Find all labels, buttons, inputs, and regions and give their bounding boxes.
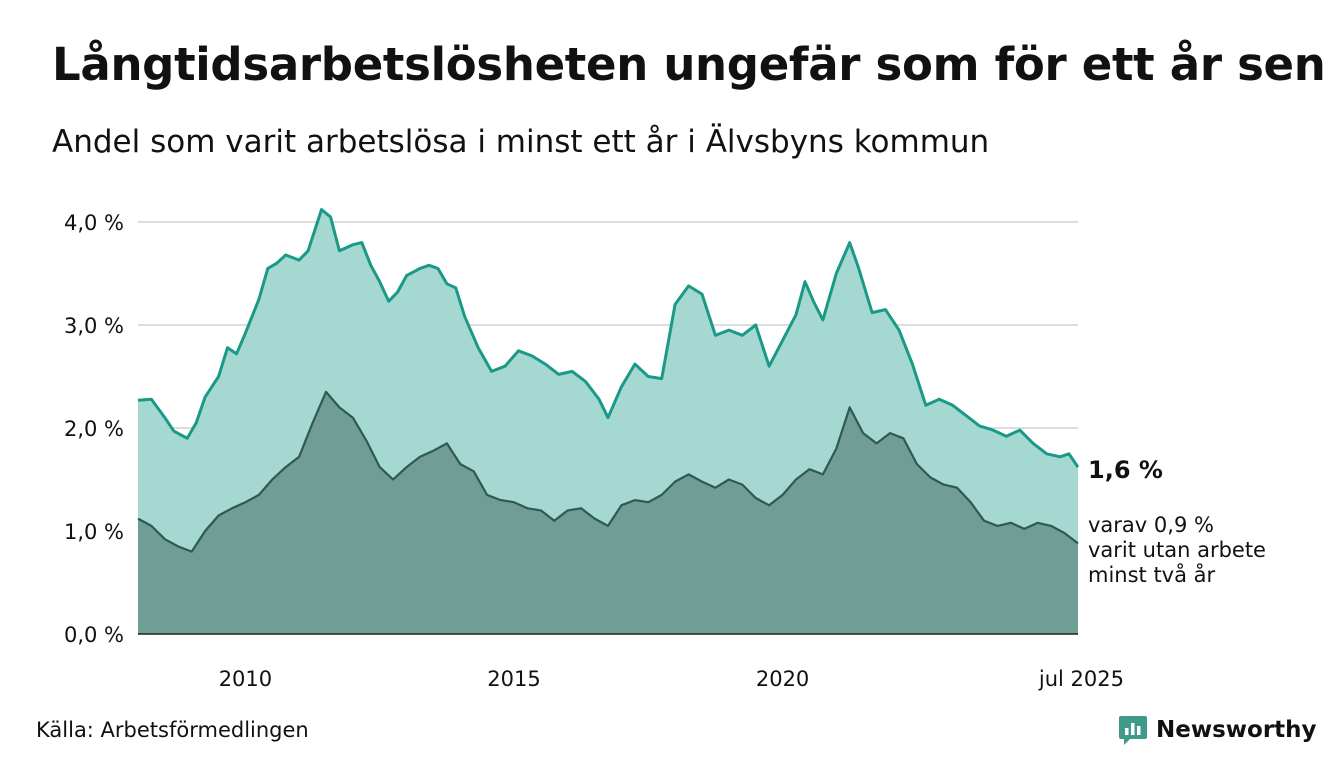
- end-label-two-years-line: varav 0,9 %: [1088, 513, 1214, 537]
- y-tick-label: 0,0 %: [64, 623, 124, 647]
- chart-title: Långtidsarbetslösheten ungefär som för e…: [52, 38, 1326, 91]
- end-label-total: 1,6 %: [1088, 456, 1163, 484]
- x-tick-label: jul 2025: [1038, 667, 1124, 691]
- brand-logo[interactable]: Newsworthy: [1118, 714, 1317, 746]
- line-total: [137, 208, 1080, 468]
- newsworthy-logo-icon: [1119, 716, 1147, 745]
- data-areas: [137, 208, 1080, 635]
- y-tick-label: 1,0 %: [64, 520, 124, 544]
- end-label-two-years-line: minst två år: [1088, 562, 1216, 587]
- line-two-years: [137, 390, 1079, 553]
- y-tick-label: 4,0 %: [64, 211, 124, 235]
- brand-name: Newsworthy: [1156, 717, 1317, 743]
- y-tick-label: 2,0 %: [64, 417, 124, 441]
- y-tick-label: 3,0 %: [64, 314, 124, 338]
- area-two-years: [138, 391, 1078, 634]
- x-tick-label: 2010: [219, 667, 272, 691]
- x-tick-label: 2015: [487, 667, 540, 691]
- axes: 0,0 % 1,0 % 2,0 % 3,0 % 4,0 % 2010 2015 …: [64, 211, 1124, 691]
- end-labels: 1,6 % varav 0,9 % varit utan arbete mins…: [1088, 456, 1266, 587]
- chart-subtitle: Andel som varit arbetslösa i minst ett å…: [52, 124, 990, 160]
- end-label-two-years-line: varit utan arbete: [1088, 538, 1266, 562]
- x-tick-label: 2020: [756, 667, 809, 691]
- source-note: Källa: Arbetsförmedlingen: [36, 718, 309, 742]
